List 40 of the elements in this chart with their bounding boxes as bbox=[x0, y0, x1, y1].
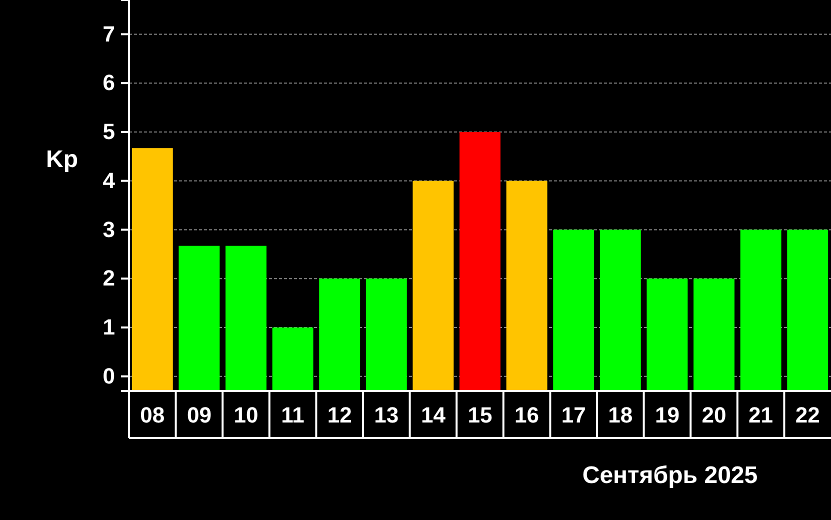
y-tick-label: 1 bbox=[102, 314, 115, 340]
bar bbox=[553, 230, 594, 391]
y-tick-label: 5 bbox=[102, 119, 115, 144]
x-tick-label: 12 bbox=[327, 402, 352, 428]
bar bbox=[506, 180, 548, 391]
bar bbox=[178, 246, 220, 391]
x-tick-label: 11 bbox=[281, 402, 304, 428]
bar bbox=[740, 230, 782, 391]
bar bbox=[412, 180, 454, 391]
x-tick-label: 09 bbox=[186, 402, 212, 428]
y-axis-title: Kp bbox=[46, 146, 78, 173]
x-tick-label: 20 bbox=[702, 402, 726, 428]
bar bbox=[319, 278, 360, 391]
bar bbox=[460, 132, 500, 391]
y-tick-label: 0 bbox=[102, 363, 115, 388]
bar bbox=[646, 278, 688, 391]
x-tick-label: 16 bbox=[514, 402, 540, 428]
x-tick-label: 15 bbox=[468, 402, 492, 428]
x-tick-label: 10 bbox=[234, 402, 258, 428]
x-tick-label: 13 bbox=[374, 402, 399, 428]
x-axis-title: Сентябрь 2025 bbox=[582, 462, 758, 489]
x-tick-label: 14 bbox=[420, 402, 446, 428]
bar bbox=[694, 278, 734, 391]
bar bbox=[226, 246, 266, 391]
bar bbox=[600, 230, 641, 391]
bar bbox=[366, 278, 407, 391]
x-tick-label: 21 bbox=[748, 402, 774, 428]
y-tick-label: 7 bbox=[102, 21, 115, 46]
y-tick-label: 4 bbox=[102, 168, 116, 193]
x-tick-label: 08 bbox=[140, 402, 165, 428]
x-tick-label: 19 bbox=[654, 402, 680, 428]
y-tick-label: 2 bbox=[102, 266, 115, 291]
y-tick-label: 6 bbox=[102, 70, 115, 96]
bar bbox=[787, 230, 828, 391]
y-tick-label: 3 bbox=[102, 216, 115, 242]
x-tick-label: 17 bbox=[561, 402, 586, 428]
x-tick-label: 18 bbox=[608, 402, 633, 428]
bar bbox=[132, 148, 173, 391]
bar bbox=[272, 327, 314, 391]
x-tick-label: 22 bbox=[795, 402, 820, 428]
